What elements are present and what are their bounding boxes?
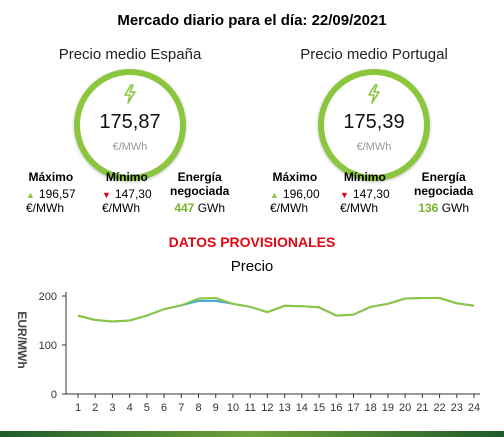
max-unit: €/MWh	[26, 201, 65, 215]
max-unit: €/MWh	[270, 201, 309, 215]
min-value: 147,30	[352, 187, 390, 201]
market-name: Precio medio Portugal	[300, 46, 448, 63]
min-value: 147,30	[114, 187, 152, 201]
x-tick-label: 14	[296, 402, 308, 414]
x-tick-label: 21	[416, 402, 428, 414]
lightning-bolt-icon	[324, 84, 424, 109]
x-tick-label: 6	[161, 402, 167, 414]
x-tick-label: 8	[195, 402, 201, 414]
x-tick-label: 2	[92, 402, 98, 414]
market-name: Precio medio España	[58, 46, 202, 63]
triangle-up-icon: ▲	[270, 190, 279, 200]
max-stat: Máximo ▲ 196,00 €/MWh	[270, 170, 320, 215]
average-price: 175,39	[343, 111, 405, 133]
energy-label: Energía negociada	[414, 170, 474, 198]
energy-unit: GWh	[441, 201, 470, 215]
price-gauge: 175,87 €/MWh	[74, 69, 186, 181]
x-tick-label: 11	[244, 402, 255, 414]
y-axis-label: EUR/MWh	[15, 311, 29, 368]
x-tick-label: 24	[468, 402, 480, 414]
min-unit: €/MWh	[340, 201, 379, 215]
chart-title: Precio	[230, 258, 274, 275]
x-tick-label: 5	[144, 402, 150, 414]
y-tick-label: 100	[39, 340, 57, 352]
y-tick-label: 200	[39, 291, 57, 303]
x-tick-label: 22	[433, 402, 445, 414]
x-tick-label: 15	[313, 402, 325, 414]
y-tick-label: 0	[51, 389, 57, 401]
page-title: Mercado diario para el día: 22/09/2021	[117, 12, 387, 29]
max-value: 196,00	[282, 187, 320, 201]
min-stat: Mínimo ▼ 147,30 €/MWh	[102, 170, 152, 215]
x-tick-label: 9	[213, 402, 219, 414]
footer-bar	[0, 431, 504, 437]
max-value: 196,57	[38, 187, 76, 201]
max-stat: Máximo ▲ 196,57 €/MWh	[26, 170, 76, 215]
price-unit: €/MWh	[112, 141, 148, 153]
energy-stat: Energía negociada 136 GWh	[414, 170, 473, 215]
x-tick-label: 18	[365, 402, 377, 414]
x-tick-label: 23	[451, 402, 463, 414]
provisional-notice: DATOS PROVISIONALES	[168, 234, 336, 250]
min-unit: €/MWh	[102, 201, 141, 215]
x-tick-label: 13	[278, 402, 290, 414]
energy-unit: GWh	[197, 201, 226, 215]
average-price: 175,87	[99, 111, 161, 133]
price-gauge: 175,39 €/MWh	[318, 69, 430, 181]
max-label: Máximo	[272, 170, 318, 184]
energy-value: 136	[418, 201, 439, 215]
triangle-down-icon: ▼	[102, 190, 111, 200]
energy-label: Energía negociada	[170, 170, 230, 198]
market-spain: Precio medio España 175,87 €/MWh Máximo …	[10, 46, 250, 215]
series-line-2	[77, 297, 475, 323]
x-tick-label: 20	[399, 402, 411, 414]
triangle-down-icon: ▼	[340, 190, 349, 200]
max-label: Máximo	[28, 170, 74, 184]
x-tick-label: 10	[227, 402, 239, 414]
x-tick-label: 17	[347, 402, 359, 414]
x-tick-label: 16	[330, 402, 342, 414]
min-label: Mínimo	[105, 170, 148, 184]
price-unit: €/MWh	[356, 141, 392, 153]
market-portugal: Precio medio Portugal 175,39 €/MWh Máxim…	[254, 46, 494, 215]
min-label: Mínimo	[343, 170, 386, 184]
x-tick-label: 3	[109, 402, 115, 414]
energy-value: 447	[174, 201, 195, 215]
chart-series	[77, 297, 475, 323]
energy-stat: Energía negociada 447 GWh	[170, 170, 229, 215]
chart-axes	[65, 292, 480, 395]
x-tick-label: 7	[178, 402, 184, 414]
x-tick-label: 4	[127, 402, 133, 414]
x-tick-label: 19	[382, 402, 394, 414]
x-tick-label: 1	[75, 402, 81, 414]
triangle-up-icon: ▲	[26, 190, 35, 200]
x-tick-label: 12	[261, 402, 273, 414]
min-stat: Mínimo ▼ 147,30 €/MWh	[340, 170, 390, 215]
lightning-bolt-icon	[80, 84, 180, 109]
